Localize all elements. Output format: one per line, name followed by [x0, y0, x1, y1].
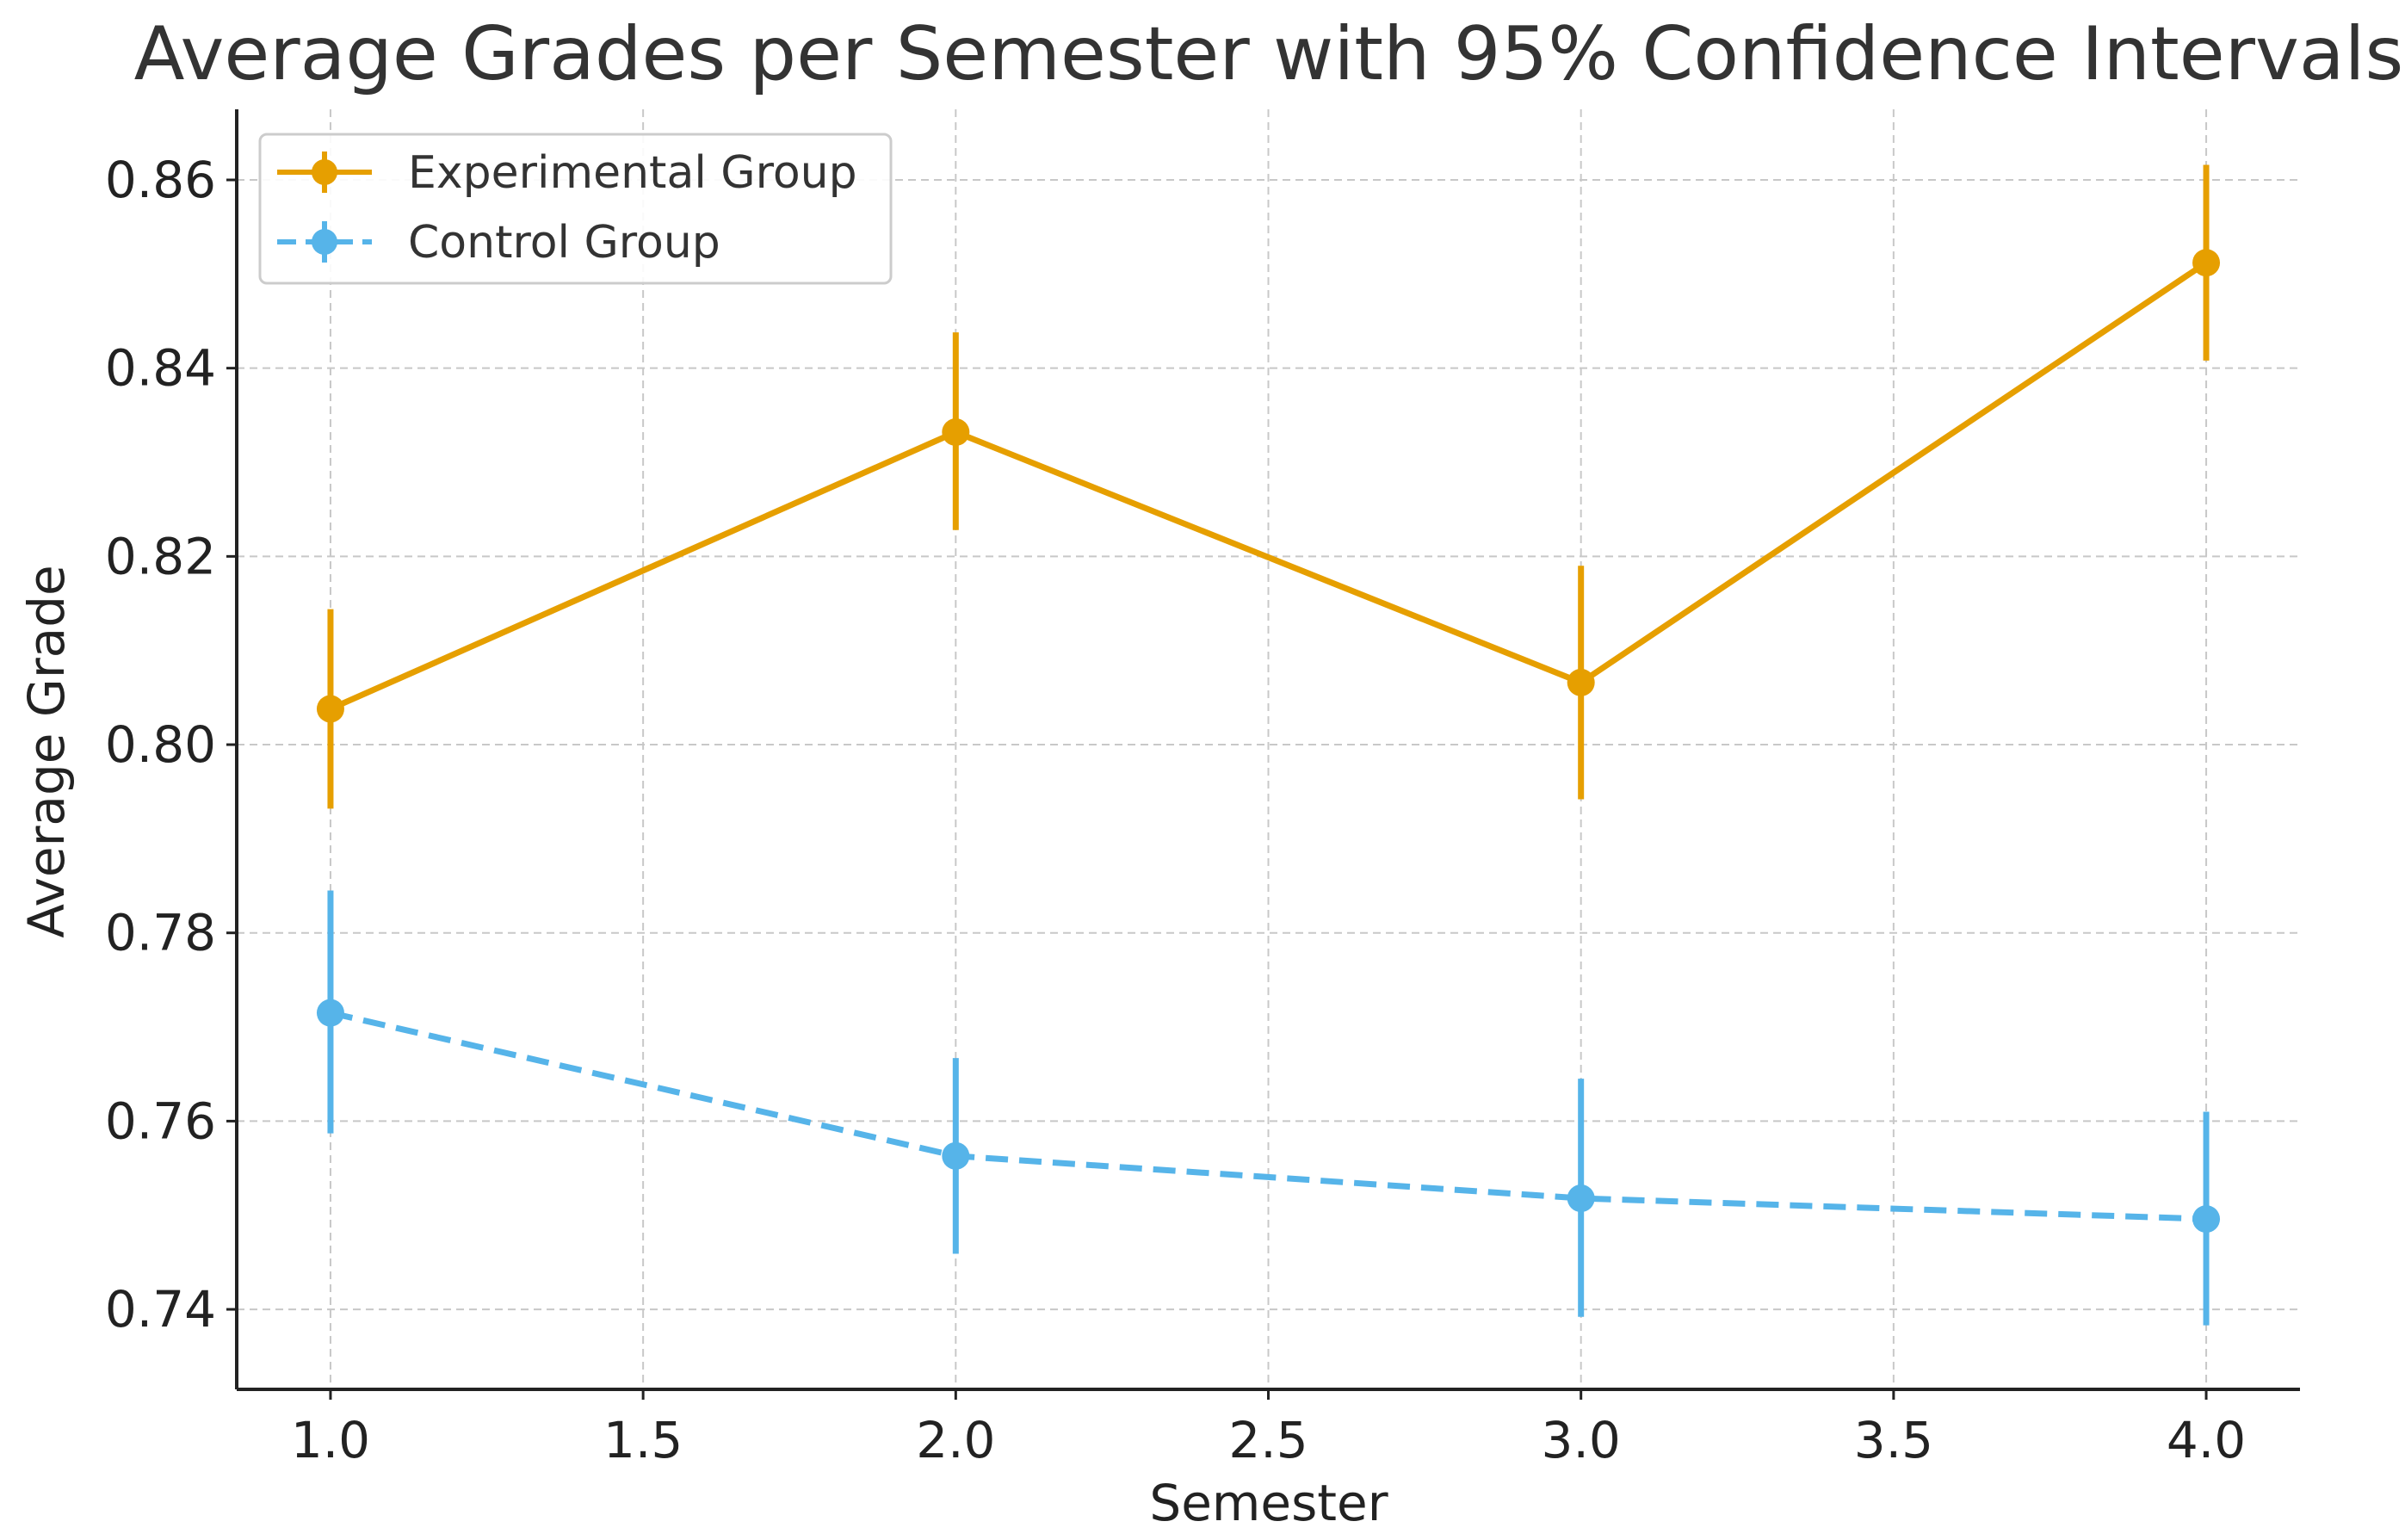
x-tick-label: 1.5 — [603, 1411, 683, 1469]
legend-frame — [258, 133, 893, 285]
data-point-control — [316, 999, 344, 1027]
series-line-experimental — [329, 260, 2208, 712]
data-point-control — [942, 1141, 970, 1170]
legend-label-control: Control Group — [408, 217, 720, 269]
x-tick-label: 2.5 — [1228, 1411, 1308, 1469]
y-tick-label: 0.80 — [105, 715, 216, 774]
chart-title: Average Grades per Semester with 95% Con… — [134, 11, 2404, 97]
x-tick-label: 3.5 — [1854, 1411, 1933, 1469]
legend-label-experimental: Experimental Group — [408, 147, 857, 199]
legend-item-control: Control Group — [277, 217, 720, 269]
y-tick-label: 0.82 — [105, 527, 216, 585]
data-point-control — [2192, 1205, 2221, 1234]
x-tick-label: 4.0 — [2167, 1411, 2246, 1469]
data-point-experimental — [2192, 249, 2221, 277]
axis-ticks: 1.0 1.5 2.0 2.5 3.0 3.5 4.0 0.74 0.76 0.78 0.80 0.8… — [105, 151, 2246, 1469]
legend-marker-experimental — [312, 159, 337, 185]
y-tick-label: 0.86 — [105, 151, 216, 209]
y-tick-label: 0.78 — [105, 904, 216, 962]
y-tick-label: 0.74 — [105, 1280, 216, 1339]
y-tick-label: 0.76 — [105, 1092, 216, 1150]
data-point-control — [1567, 1184, 1595, 1213]
series-line-control — [330, 1010, 2207, 1222]
y-axis-label: Average Grade — [17, 565, 76, 937]
x-tick-label: 2.0 — [916, 1411, 995, 1469]
x-axis-label: Semester — [1149, 1474, 1388, 1532]
y-tick-label: 0.84 — [105, 339, 216, 398]
legend-marker-control — [312, 229, 337, 255]
data-series — [316, 164, 2221, 1326]
data-point-experimental — [942, 418, 970, 447]
data-point-experimental — [316, 695, 344, 723]
legend: Experimental Group Control Group — [258, 133, 893, 285]
data-point-experimental — [1567, 668, 1595, 696]
x-tick-label: 3.0 — [1542, 1411, 1621, 1469]
x-tick-label: 1.0 — [291, 1411, 370, 1469]
legend-item-experimental: Experimental Group — [277, 147, 857, 199]
